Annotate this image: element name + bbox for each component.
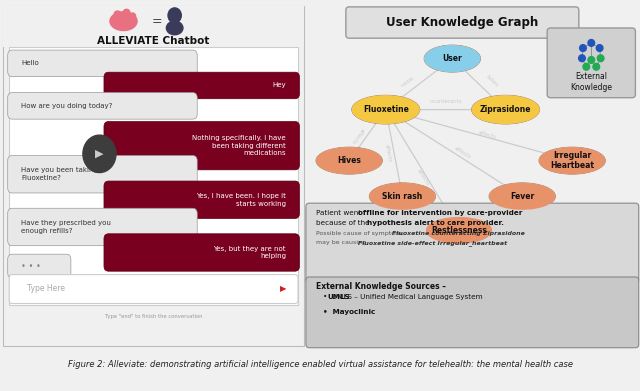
- FancyBboxPatch shape: [346, 7, 579, 38]
- FancyBboxPatch shape: [104, 122, 300, 170]
- FancyBboxPatch shape: [9, 47, 298, 305]
- Ellipse shape: [370, 184, 435, 209]
- FancyBboxPatch shape: [104, 72, 300, 99]
- Text: Fever: Fever: [510, 192, 534, 201]
- Text: because of the: because of the: [316, 220, 372, 226]
- FancyBboxPatch shape: [8, 156, 197, 193]
- Ellipse shape: [490, 184, 555, 209]
- Ellipse shape: [425, 46, 480, 71]
- Text: =: =: [151, 15, 162, 28]
- Text: Nothing specifically. I have
been taking different
medications: Nothing specifically. I have been taking…: [193, 135, 286, 156]
- Text: UMLS: UMLS: [328, 294, 350, 300]
- FancyBboxPatch shape: [3, 6, 304, 346]
- Text: Patient went: Patient went: [316, 210, 364, 216]
- Text: affects: affects: [453, 146, 472, 160]
- FancyBboxPatch shape: [9, 274, 298, 303]
- Text: Have you been taking
Fluoxetine?: Have you been taking Fluoxetine?: [21, 167, 98, 181]
- Ellipse shape: [353, 96, 419, 123]
- Text: takes: takes: [485, 74, 499, 88]
- Ellipse shape: [166, 21, 183, 35]
- Text: Irregular
Heartbeat: Irregular Heartbeat: [550, 151, 594, 170]
- Text: Fluoxetine side-effect Irregular_heartbeat: Fluoxetine side-effect Irregular_heartbe…: [358, 240, 507, 246]
- Ellipse shape: [317, 148, 381, 173]
- Ellipse shape: [540, 148, 605, 173]
- Text: User Knowledge Graph: User Knowledge Graph: [386, 16, 538, 29]
- Text: • • •: • • •: [21, 262, 41, 271]
- FancyBboxPatch shape: [547, 28, 636, 98]
- Text: External Knowledge Sources –: External Knowledge Sources –: [316, 282, 446, 291]
- Circle shape: [593, 63, 600, 70]
- Circle shape: [588, 39, 595, 47]
- FancyBboxPatch shape: [8, 254, 71, 278]
- Ellipse shape: [114, 11, 121, 18]
- Text: offline for intervention by care-provider: offline for intervention by care-provide…: [358, 210, 522, 216]
- Text: Figure 2: Alleviate: demonstrating artificial intelligence enabled virtual assis: Figure 2: Alleviate: demonstrating artif…: [67, 360, 573, 369]
- Text: Fluoxetine: Fluoxetine: [363, 105, 409, 114]
- Text: hypothesis alert to care provider.: hypothesis alert to care provider.: [367, 220, 504, 226]
- Ellipse shape: [124, 9, 130, 16]
- FancyBboxPatch shape: [8, 208, 197, 246]
- FancyBboxPatch shape: [8, 93, 197, 119]
- Circle shape: [580, 45, 586, 52]
- Circle shape: [583, 63, 589, 70]
- Text: takes: takes: [398, 74, 413, 87]
- Text: Restlessness: Restlessness: [431, 226, 487, 235]
- Circle shape: [168, 8, 181, 23]
- Text: affects: affects: [383, 143, 392, 163]
- Text: User: User: [442, 54, 462, 63]
- Text: Skin rash: Skin rash: [382, 192, 422, 201]
- Text: How are you doing today?: How are you doing today?: [21, 103, 113, 109]
- Text: affects: affects: [350, 126, 365, 144]
- FancyBboxPatch shape: [306, 277, 639, 348]
- Circle shape: [597, 55, 604, 62]
- Text: affects: affects: [477, 130, 497, 140]
- Text: •  UMLS – Unified Medical Language System: • UMLS – Unified Medical Language System: [323, 294, 482, 300]
- Text: •  Mayoclinic: • Mayoclinic: [323, 309, 375, 315]
- FancyBboxPatch shape: [104, 181, 300, 219]
- Ellipse shape: [129, 13, 136, 19]
- Text: Fluoxetine counteracting Ziprasidone: Fluoxetine counteracting Ziprasidone: [392, 231, 525, 236]
- FancyBboxPatch shape: [104, 234, 300, 271]
- FancyBboxPatch shape: [8, 50, 197, 77]
- Text: Hello: Hello: [21, 60, 39, 66]
- Text: ALLEVIATE Chatbot: ALLEVIATE Chatbot: [97, 36, 210, 47]
- Text: Yes, but they are not
helping: Yes, but they are not helping: [214, 246, 286, 259]
- Text: affects: affects: [415, 167, 429, 186]
- FancyBboxPatch shape: [306, 203, 639, 283]
- Ellipse shape: [110, 12, 137, 30]
- Text: ▶: ▶: [280, 284, 286, 293]
- FancyBboxPatch shape: [3, 6, 304, 47]
- Text: may be causing: may be causing: [316, 240, 368, 245]
- Text: Type "end" to finish the conversation: Type "end" to finish the conversation: [105, 314, 202, 319]
- Text: External
Knowledge: External Knowledge: [570, 72, 612, 92]
- Text: ▶: ▶: [95, 149, 104, 159]
- Text: counteracts: counteracts: [429, 99, 462, 104]
- Text: Yes, I have been. I hope it
starts working: Yes, I have been. I hope it starts worki…: [196, 193, 286, 206]
- Text: Have they prescribed you
enough refills?: Have they prescribed you enough refills?: [21, 220, 111, 234]
- Circle shape: [596, 45, 603, 52]
- Circle shape: [588, 57, 595, 63]
- Circle shape: [579, 55, 586, 62]
- Text: Ziprasidone: Ziprasidone: [480, 105, 531, 114]
- Ellipse shape: [427, 218, 492, 243]
- Text: Hives: Hives: [337, 156, 361, 165]
- Text: Possible cause of symptom,: Possible cause of symptom,: [316, 231, 405, 236]
- Text: Type Here: Type Here: [28, 284, 65, 293]
- Ellipse shape: [472, 96, 539, 123]
- Text: Hey: Hey: [273, 83, 286, 88]
- Circle shape: [83, 135, 116, 172]
